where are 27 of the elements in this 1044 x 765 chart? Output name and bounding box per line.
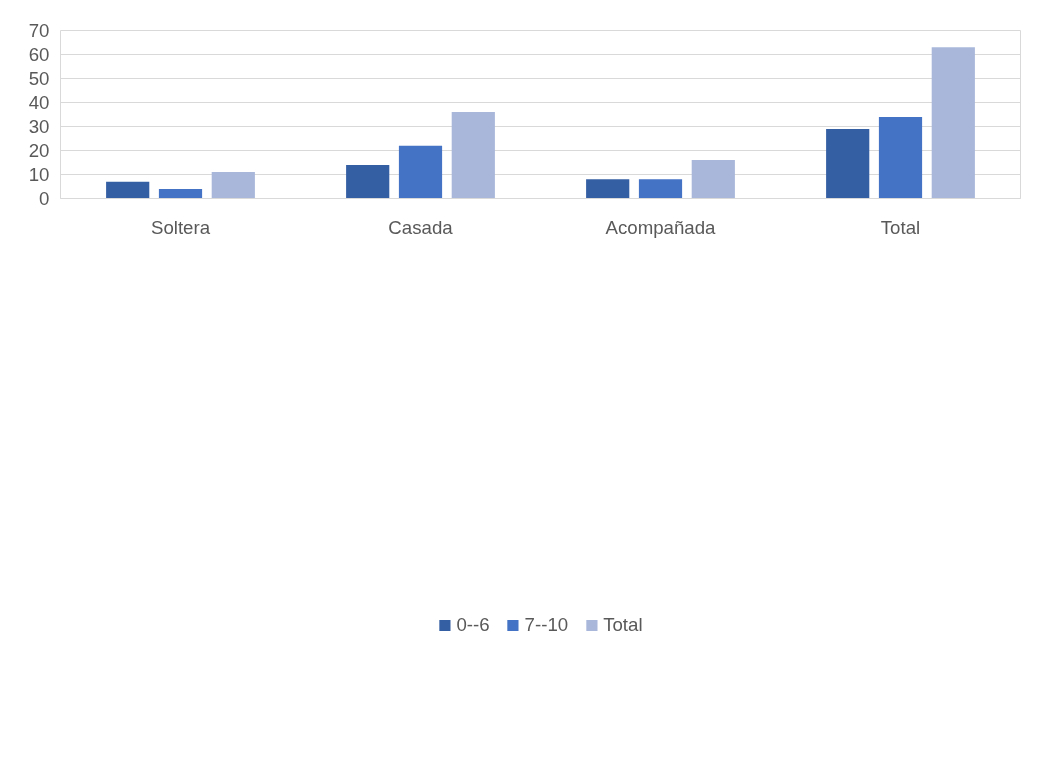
y-tick-label: 60	[28, 44, 50, 65]
x-tick-label: Total	[880, 216, 921, 238]
x-tick-label: Casada	[388, 216, 454, 238]
y-tick-label: 0	[39, 188, 50, 209]
bar	[638, 179, 683, 199]
bar	[931, 47, 975, 199]
legend-label: 7--10	[524, 613, 569, 636]
bar	[398, 145, 443, 199]
y-tick-label: 50	[28, 68, 50, 89]
bar	[586, 179, 630, 199]
bar	[106, 181, 150, 199]
x-tick-label: Soltera	[150, 216, 211, 238]
legend-label: Total	[603, 613, 643, 636]
bar	[826, 128, 870, 199]
bar	[158, 188, 203, 199]
bar	[346, 164, 390, 199]
legend-label: 0--6	[456, 613, 490, 636]
y-tick-label: 20	[28, 140, 50, 161]
bar	[878, 116, 923, 199]
bar	[451, 112, 495, 199]
x-tick-label: Acompañada	[605, 216, 717, 238]
y-tick-label: 10	[28, 164, 50, 185]
y-tick-label: 40	[28, 92, 50, 113]
y-tick-label: 30	[28, 116, 50, 137]
bar	[691, 160, 735, 199]
y-tick-label: 70	[28, 20, 50, 41]
bar	[211, 172, 255, 199]
